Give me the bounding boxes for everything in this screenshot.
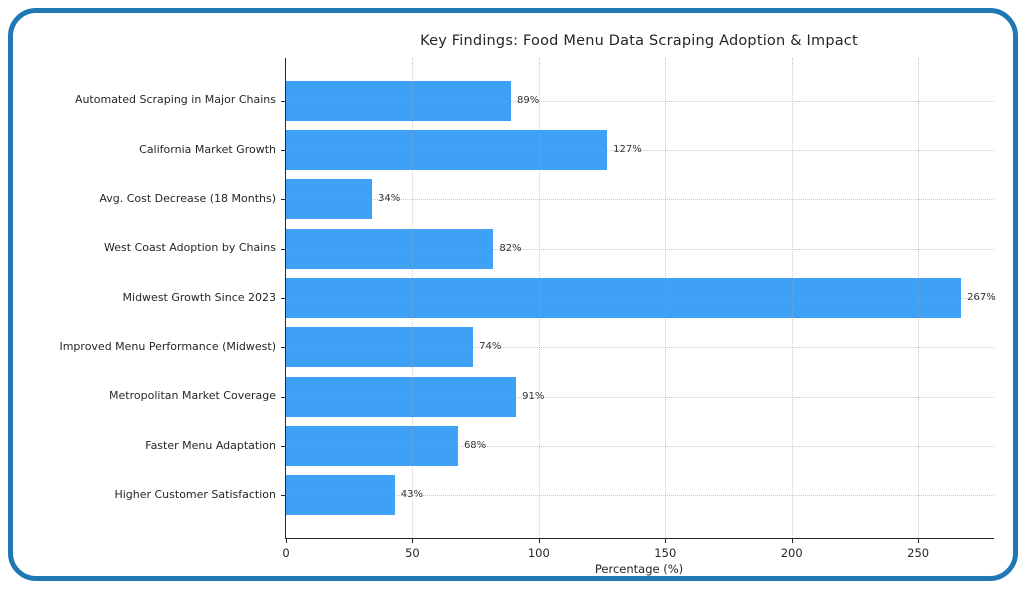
x-tick-mark (538, 538, 540, 543)
x-tick-label: 150 (654, 546, 677, 560)
category-label: Midwest Growth Since 2023 (122, 290, 276, 304)
category-label: West Coast Adoption by Chains (104, 241, 276, 255)
x-tick-label: 50 (405, 546, 420, 560)
gridline (286, 396, 994, 398)
plot-area: 89% 127% 34% 82% 267% 74% 91% 68% 43% Automated … (59, 58, 996, 560)
category-label: Faster Menu Adaptation (145, 438, 276, 452)
x-tick-mark (412, 538, 414, 543)
gridline (286, 150, 994, 151)
figure-border: Key Findings: Food Menu Data Scraping Ad… (8, 8, 1018, 581)
category-label: Improved Menu Performance (Midwest) (59, 339, 276, 353)
category-label: Automated Scraping in Major Chains (74, 93, 276, 107)
gridline (286, 347, 994, 349)
y-tick-mark (281, 396, 286, 398)
y-tick-mark (281, 100, 286, 102)
x-tick-label: 0 (282, 546, 290, 560)
y-tick-mark (281, 150, 286, 151)
gridline (412, 58, 414, 538)
bar-value-label: 82% (499, 242, 522, 254)
bar-value-label: 43% (400, 489, 423, 501)
bar-value-label: 89% (517, 94, 540, 106)
x-tick-mark (665, 538, 667, 543)
bar-value-label: 74% (479, 341, 502, 353)
chart-title: Key Findings: Food Menu Data Scraping Ad… (420, 33, 858, 49)
gridline (791, 58, 793, 538)
bar-value-label: 127% (613, 144, 642, 155)
gridline (665, 58, 667, 538)
x-tick-label: 200 (780, 546, 803, 560)
bar-value-label: 267% (967, 292, 996, 303)
gridline (286, 495, 994, 497)
category-label: Metropolitan Market Coverage (109, 389, 276, 403)
gridline (286, 298, 994, 299)
y-tick-mark (281, 248, 286, 250)
x-tick-mark (286, 538, 287, 543)
y-tick-mark (281, 446, 286, 447)
gridline (286, 446, 994, 447)
gridline (538, 58, 540, 538)
gridline (918, 58, 920, 538)
y-tick-mark (281, 347, 286, 349)
bar-value-label: 34% (377, 193, 401, 205)
x-tick-mark (791, 538, 793, 543)
category-label: Higher Customer Satisfaction (114, 487, 276, 501)
gridline (286, 100, 994, 102)
category-label: California Market Growth (139, 142, 276, 156)
y-tick-mark (281, 199, 286, 201)
category-label: Avg. Cost Decrease (18 Months) (99, 191, 276, 205)
gridline (286, 199, 994, 201)
x-tick-label: 100 (527, 546, 550, 560)
bar-value-label: 91% (522, 390, 545, 402)
x-tick-label: 250 (907, 546, 930, 560)
y-tick-mark (281, 495, 286, 497)
bar-value-label: 68% (463, 440, 487, 451)
y-tick-mark (281, 298, 286, 299)
x-axis-label: Percentage (%) (594, 562, 684, 576)
x-tick-mark (918, 538, 920, 543)
gridline (286, 248, 994, 250)
